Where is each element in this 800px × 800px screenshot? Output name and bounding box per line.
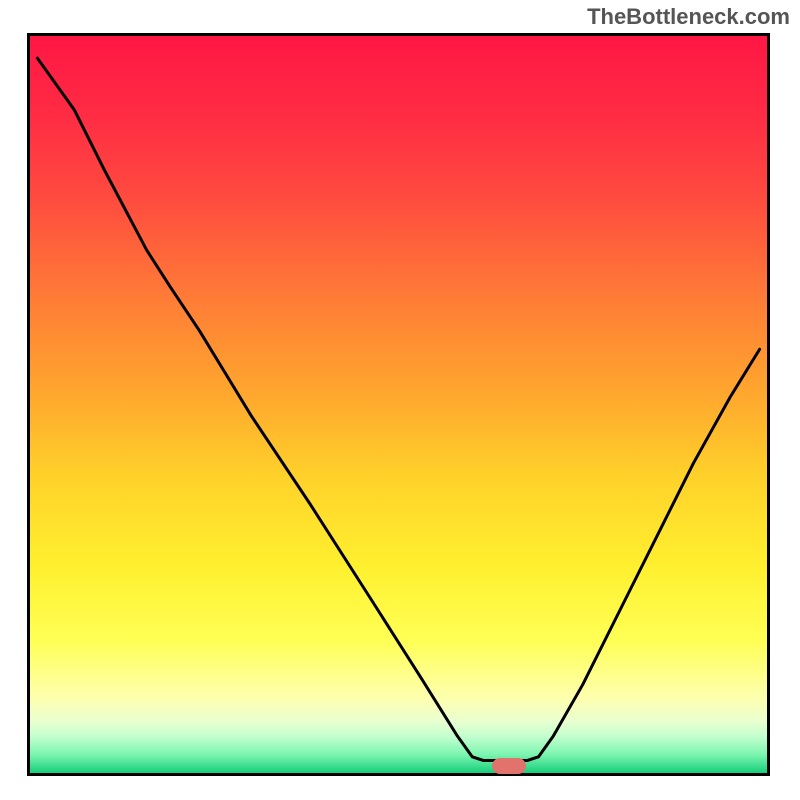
plot-area <box>27 33 770 776</box>
curve-layer <box>30 36 767 773</box>
bottleneck-curve <box>37 58 759 760</box>
optimal-marker <box>492 758 526 774</box>
attribution-text: TheBottleneck.com <box>587 4 790 30</box>
chart-container: TheBottleneck.com <box>0 0 800 800</box>
